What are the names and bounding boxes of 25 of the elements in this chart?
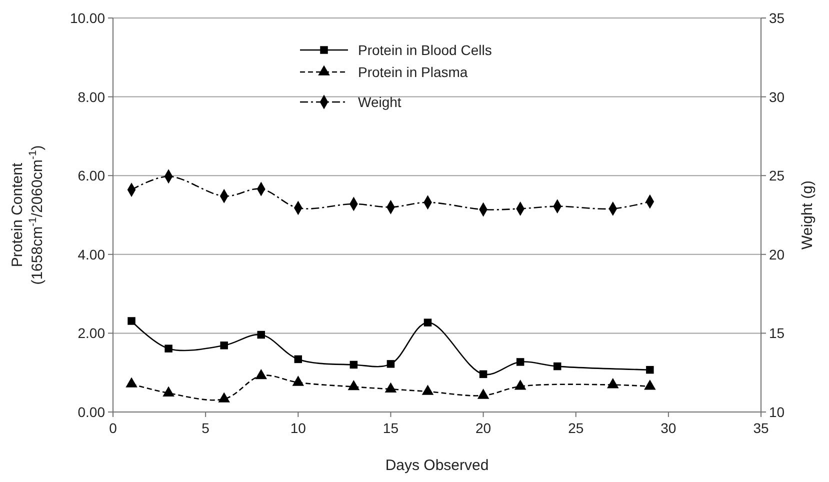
- y2-axis-title: Weight (g): [799, 180, 816, 250]
- x-tick-label: 30: [660, 420, 676, 436]
- y2-tick-label: 10: [769, 404, 785, 420]
- x-tick-label: 35: [753, 420, 769, 436]
- y2-tick-label: 20: [769, 246, 785, 262]
- y2-tick-label: 25: [769, 168, 785, 184]
- x-tick-label: 25: [568, 420, 584, 436]
- x-axis-title: Days Observed: [385, 457, 489, 474]
- y-tick-label: 4.00: [78, 246, 106, 262]
- y-tick-label: 8.00: [78, 88, 106, 105]
- x-tick-label: 0: [109, 420, 118, 436]
- legend-label: Protein in Plasma: [358, 64, 468, 80]
- x-tick-label: 5: [202, 420, 210, 436]
- y2-tick-label: 30: [769, 88, 785, 105]
- y2-tick-label: 15: [769, 325, 785, 342]
- y-tick-label: 0.00: [78, 404, 106, 420]
- y-tick-label: 6.00: [78, 168, 106, 184]
- legend-label: Protein in Blood Cells: [358, 42, 492, 58]
- y-tick-label: 2.00: [78, 325, 106, 342]
- x-tick-label: 20: [475, 420, 492, 436]
- y2-tick-label: 35: [769, 10, 785, 26]
- legend-label: Weight: [358, 94, 402, 110]
- x-tick-label: 15: [382, 420, 399, 436]
- x-tick-label: 10: [290, 420, 306, 436]
- y-tick-label: 10.00: [70, 10, 106, 26]
